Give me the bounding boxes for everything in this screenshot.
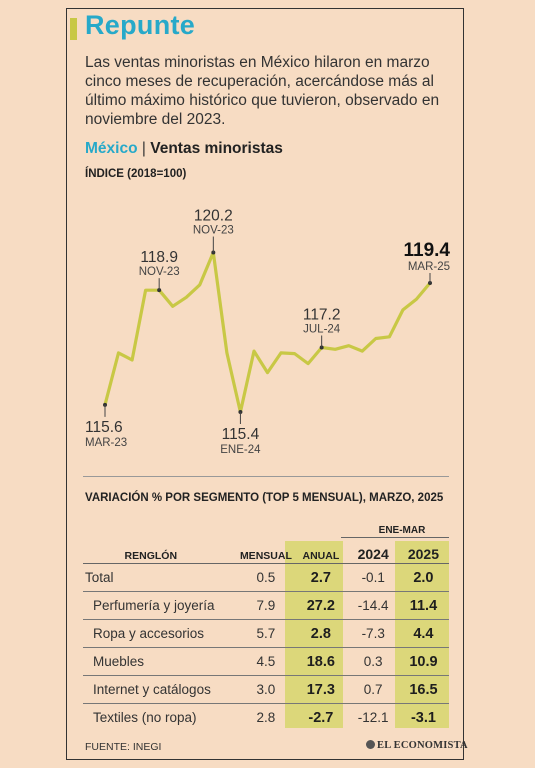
row-mensual: 0.5	[238, 563, 294, 592]
row-anual: 18.6	[293, 647, 349, 676]
table-row: Perfumería y joyería 7.9 27.2 -14.4 11.4	[83, 591, 449, 620]
row-2025: 2.0	[397, 563, 449, 592]
row-2025: 10.9	[397, 647, 449, 676]
row-anual: 17.3	[293, 675, 349, 704]
row-2024: 0.3	[348, 647, 398, 676]
data-label-value: 115.4	[222, 426, 260, 443]
row-name: Perfumería y joyería	[83, 591, 239, 620]
chart-index-label: ÍNDICE (2018=100)	[85, 168, 187, 180]
row-2025: 11.4	[397, 591, 449, 620]
row-name: Muebles	[83, 647, 239, 676]
table-row: Muebles 4.5 18.6 0.3 10.9	[83, 647, 449, 676]
table-row: Ropa y accesorios 5.7 2.8 -7.3 4.4	[83, 619, 449, 648]
data-label-value: 115.6	[85, 419, 123, 436]
data-label-date: MAR-25	[408, 261, 450, 273]
page-title: Repunte	[85, 10, 196, 40]
source-note: FUENTE: INEGI	[85, 741, 162, 753]
row-name: Textiles (no ropa)	[93, 710, 197, 725]
table-row: Total 0.5 2.7 -0.1 2.0	[83, 563, 449, 592]
chart-heading-topic: Ventas minoristas	[150, 140, 283, 157]
chart-heading: México | Ventas minoristas	[85, 140, 283, 158]
table-header-row: RENGLÓN MENSUAL ANUAL 2024 2025	[83, 537, 449, 564]
publisher-logo: EL ECONOMISTA	[366, 740, 468, 751]
row-2025: 4.4	[397, 619, 449, 648]
row-2024: -7.3	[348, 619, 398, 648]
data-label-value: 118.9	[140, 249, 178, 266]
row-2024: 0.7	[348, 675, 398, 704]
table-group-label: ENE-MAR	[378, 525, 426, 536]
page-subtitle: Las ventas minoristas en México hilaron …	[85, 54, 440, 128]
row-mensual: 4.5	[238, 647, 294, 676]
data-label-value: 119.4	[404, 240, 451, 261]
row-2025: -3.1	[410, 709, 436, 726]
title-accent-bar	[70, 18, 77, 40]
col-header-2024: 2024	[348, 537, 398, 564]
row-2024: -14.4	[348, 591, 398, 620]
row-mensual: 5.7	[238, 619, 294, 648]
data-label-date: JUL-24	[303, 324, 341, 336]
chart-heading-separator: |	[141, 140, 146, 157]
table-row: Textiles (no ropa) 2.8 -2.7 -12.1 -3.1	[83, 704, 449, 732]
row-2025: 16.5	[397, 675, 449, 704]
col-header-mensual: MENSUAL	[238, 537, 294, 564]
data-label-value: 120.2	[194, 208, 233, 225]
data-label-date: NOV-23	[193, 225, 234, 237]
row-anual: -2.7	[308, 709, 334, 726]
row-mensual: 3.0	[238, 675, 294, 704]
row-anual: 2.8	[293, 619, 349, 648]
row-mensual: 7.9	[238, 591, 294, 620]
row-name: Ropa y accesorios	[83, 619, 239, 648]
data-label-date: ENE-24	[220, 444, 261, 456]
row-name: Internet y catálogos	[83, 675, 239, 704]
table-title: VARIACIÓN % POR SEGMENTO (TOP 5 MENSUAL)…	[85, 492, 444, 504]
data-label-date: NOV-23	[139, 266, 180, 278]
line-chart: 115.6MAR-23118.9NOV-23120.2NOV-23115.4EN…	[85, 208, 451, 456]
table-row: Internet y catálogos 3.0 17.3 0.7 16.5	[83, 675, 449, 704]
row-name: Total	[83, 563, 239, 592]
row-2024: -12.1	[357, 710, 389, 725]
col-header-anual: ANUAL	[293, 537, 349, 564]
chart-separator	[83, 476, 449, 477]
col-header-renglon: RENGLÓN	[83, 537, 239, 564]
segment-table: RENGLÓN MENSUAL ANUAL 2024 2025 Total 0.…	[83, 537, 449, 731]
row-anual: 2.7	[293, 563, 349, 592]
publisher-logo-text: EL ECONOMISTA	[377, 740, 468, 751]
card-frame	[66, 8, 464, 760]
publisher-logo-icon	[366, 740, 375, 749]
row-mensual: 2.8	[256, 710, 276, 725]
col-header-2025: 2025	[397, 537, 449, 564]
row-anual: 27.2	[293, 591, 349, 620]
chart-heading-country: México	[85, 140, 138, 157]
row-2024: -0.1	[348, 563, 398, 592]
data-label-date: MAR-23	[85, 437, 127, 449]
data-label-value: 117.2	[303, 307, 341, 324]
